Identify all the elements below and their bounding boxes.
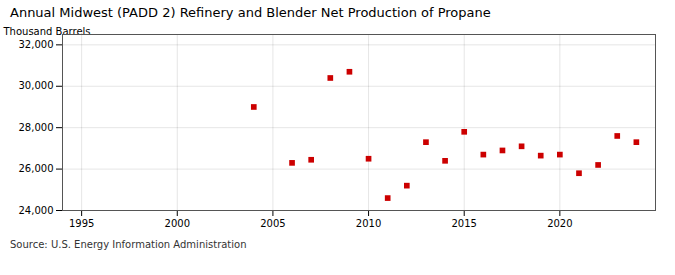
html-text:Annual Midwest (PADD 2) Refine: Annual Midwest (PADD 2) Refinery and Ble… — [10, 5, 491, 20]
svg-text:24,000: 24,000 — [19, 205, 54, 216]
svg-text:1995: 1995 — [69, 218, 94, 229]
svg-text:30,000: 30,000 — [19, 80, 54, 91]
svg-text:28,000: 28,000 — [19, 122, 54, 133]
svg-text:26,000: 26,000 — [19, 163, 54, 174]
svg-text:32,000: 32,000 — [19, 39, 54, 50]
svg-text:2010: 2010 — [356, 218, 381, 229]
svg-text:2015: 2015 — [451, 218, 476, 229]
svg-text:2005: 2005 — [260, 218, 285, 229]
svg-text:2000: 2000 — [165, 218, 190, 229]
svg-text:2020: 2020 — [547, 218, 572, 229]
html-text:Source: U.S. Energy Informatio: Source: U.S. Energy Information Administ… — [10, 239, 247, 250]
svg-text:Thousand Barrels: Thousand Barrels — [3, 25, 91, 37]
